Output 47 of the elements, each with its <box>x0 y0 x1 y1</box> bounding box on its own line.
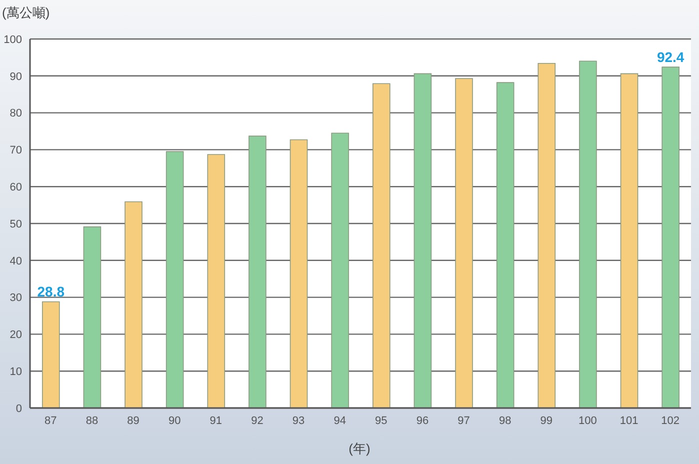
y-tick-label: 100 <box>4 34 22 46</box>
x-tick-label: 99 <box>540 414 553 427</box>
bar <box>248 136 266 408</box>
bar <box>331 132 349 408</box>
y-tick-label: 60 <box>10 182 22 194</box>
x-tick-label: 95 <box>375 414 388 427</box>
x-tick-label: 94 <box>334 414 346 427</box>
x-tick-label: 89 <box>127 414 140 427</box>
bar <box>496 82 514 408</box>
y-tick-label: 80 <box>10 108 22 120</box>
data-label: 92.4 <box>656 49 684 66</box>
x-tick-label: 98 <box>498 414 512 427</box>
x-tick-label: 97 <box>458 414 470 427</box>
bar <box>290 139 308 408</box>
data-label: 28.8 <box>37 284 65 300</box>
y-tick-label: 70 <box>10 144 22 157</box>
bar <box>207 154 226 408</box>
bar <box>414 73 432 408</box>
y-tick-label: 0 <box>16 402 22 415</box>
x-tick-label: 92 <box>251 414 264 427</box>
x-tick-label: 101 <box>620 414 638 427</box>
bar <box>42 301 60 408</box>
y-tick-label: 40 <box>10 255 22 268</box>
bar <box>124 201 142 408</box>
y-tick-label: 10 <box>10 366 22 378</box>
y-tick-label: 90 <box>10 70 22 83</box>
x-tick-label: 93 <box>292 414 305 427</box>
bar <box>620 73 638 408</box>
y-axis-title: (萬公噸) <box>2 4 50 22</box>
y-tick-label: 20 <box>10 329 22 342</box>
x-axis-title: (年) <box>348 440 372 458</box>
bar <box>455 78 473 408</box>
x-tick-label: 91 <box>210 414 222 427</box>
y-tick-label: 50 <box>10 218 22 230</box>
bar <box>579 60 597 408</box>
x-tick-label: 100 <box>578 414 597 427</box>
bar <box>372 83 390 408</box>
y-tick-label: 30 <box>10 292 22 304</box>
bar <box>538 62 556 408</box>
bar <box>83 226 102 408</box>
x-tick-label: 96 <box>416 414 429 427</box>
bar <box>166 151 184 408</box>
bar <box>662 66 680 408</box>
x-tick-label: 90 <box>168 414 181 427</box>
x-tick-label: 88 <box>86 414 98 427</box>
x-tick-label: 87 <box>44 414 57 427</box>
x-tick-label: 102 <box>661 414 680 427</box>
